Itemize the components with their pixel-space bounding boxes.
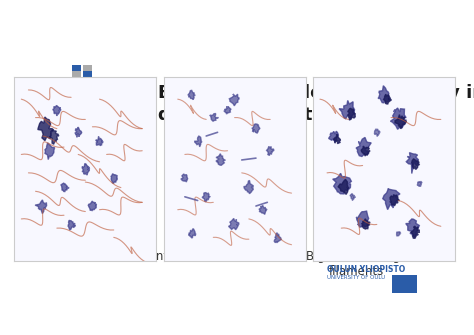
Polygon shape — [216, 154, 225, 165]
Polygon shape — [195, 136, 202, 147]
Polygon shape — [252, 124, 260, 133]
Polygon shape — [390, 195, 400, 206]
Polygon shape — [96, 136, 103, 146]
Polygon shape — [374, 129, 380, 136]
Polygon shape — [188, 90, 195, 99]
Polygon shape — [224, 106, 231, 114]
Polygon shape — [412, 159, 419, 170]
Polygon shape — [266, 146, 274, 155]
Polygon shape — [111, 174, 117, 184]
Polygon shape — [339, 100, 355, 119]
Polygon shape — [383, 189, 400, 210]
Polygon shape — [189, 229, 196, 238]
Polygon shape — [378, 86, 390, 103]
Polygon shape — [391, 108, 406, 129]
Polygon shape — [411, 226, 420, 238]
Polygon shape — [274, 233, 282, 243]
Text: Background: Floc morphology in
different situations: Background: Floc morphology in different… — [158, 84, 474, 124]
Polygon shape — [395, 115, 406, 129]
Polygon shape — [259, 205, 267, 214]
Polygon shape — [38, 117, 54, 141]
Text: Big flocs, enough
filaments: Big flocs, enough filaments — [306, 251, 408, 278]
Polygon shape — [68, 220, 75, 230]
FancyBboxPatch shape — [72, 65, 82, 71]
Polygon shape — [417, 181, 422, 187]
FancyBboxPatch shape — [72, 71, 82, 78]
Polygon shape — [45, 143, 55, 159]
Polygon shape — [348, 108, 356, 120]
Polygon shape — [75, 127, 82, 137]
Polygon shape — [356, 211, 369, 227]
FancyBboxPatch shape — [83, 71, 92, 78]
Polygon shape — [350, 194, 356, 200]
Polygon shape — [49, 130, 59, 144]
Polygon shape — [61, 183, 69, 192]
Text: Lots of filaments: Lots of filaments — [76, 251, 174, 263]
Polygon shape — [202, 193, 210, 202]
FancyBboxPatch shape — [72, 84, 82, 90]
Text: Small flocs: Small flocs — [211, 251, 275, 263]
Polygon shape — [35, 200, 46, 214]
FancyBboxPatch shape — [392, 275, 418, 293]
Polygon shape — [333, 173, 351, 194]
Polygon shape — [88, 201, 96, 211]
Polygon shape — [356, 137, 371, 156]
Polygon shape — [181, 174, 188, 182]
Text: OULUN YLIOPISTO: OULUN YLIOPISTO — [328, 265, 406, 274]
Polygon shape — [397, 232, 401, 236]
Polygon shape — [53, 106, 61, 116]
FancyBboxPatch shape — [72, 78, 82, 84]
Polygon shape — [210, 114, 219, 121]
Polygon shape — [383, 94, 392, 104]
Polygon shape — [406, 219, 419, 237]
Polygon shape — [82, 163, 90, 175]
FancyBboxPatch shape — [83, 65, 92, 71]
Polygon shape — [334, 134, 341, 144]
Polygon shape — [361, 146, 370, 156]
Polygon shape — [406, 153, 419, 174]
Polygon shape — [362, 219, 370, 229]
Polygon shape — [244, 181, 254, 194]
Polygon shape — [228, 218, 239, 230]
Polygon shape — [229, 94, 239, 106]
Text: UNIVERSITY OF OULU: UNIVERSITY OF OULU — [328, 275, 385, 280]
Polygon shape — [338, 179, 349, 194]
Polygon shape — [328, 131, 338, 142]
